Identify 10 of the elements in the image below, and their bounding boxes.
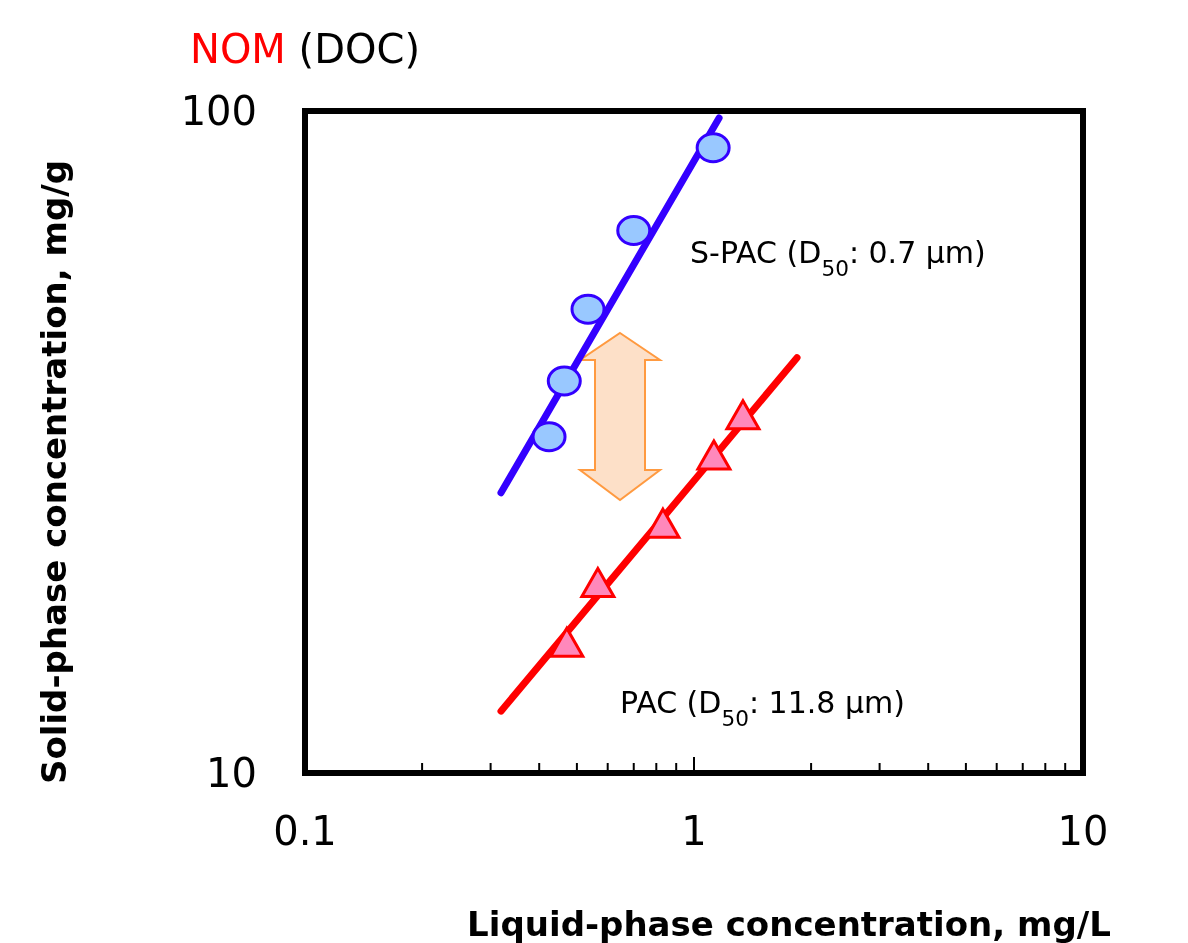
x-tick-label: 0.1 — [273, 808, 337, 854]
x-axis-title: Liquid-phase concentration, mg/L — [467, 904, 1111, 943]
chart-title: NOM — [189, 26, 286, 72]
y-axis-title: Solid-phase concentration, mg/g — [34, 159, 74, 785]
text: PAC (D$_{50}$: 11.8 μm) — [619, 684, 905, 731]
x-tick-label: 1 — [681, 808, 707, 854]
series-label: S-PAC (D$_{50}$: 0.7 μm) — [690, 235, 986, 281]
y-tick-label: 100 — [180, 88, 257, 134]
chart-subtitle: (DOC) — [298, 26, 421, 72]
x-tick-label: 10 — [1057, 808, 1109, 854]
